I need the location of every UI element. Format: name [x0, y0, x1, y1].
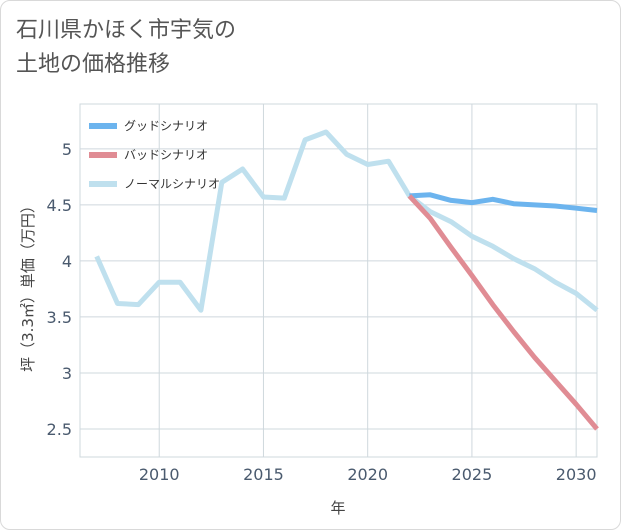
x-tick-label: 2015 [243, 465, 284, 484]
chart-title-line-1: 石川県かほく市宇気の [16, 18, 237, 43]
chart-title: 石川県かほく市宇気の 土地の価格推移 [16, 14, 436, 82]
y-tick-label: 5 [62, 140, 72, 159]
x-axis-title: 年 [330, 499, 345, 517]
legend-label-0: グッドシナリオ [124, 119, 208, 133]
y-tick-label: 3 [62, 364, 72, 383]
chart-title-line-2: 土地の価格推移 [16, 52, 171, 77]
series-group [94, 129, 599, 431]
x-tick-label: 2020 [347, 465, 388, 484]
legend-label-1: バッドシナリオ [124, 148, 208, 162]
series-line-1 [407, 194, 599, 431]
y-axis-ticks: 2.5 3 3.5 4 4.5 5 [47, 140, 72, 439]
y-tick-label: 4 [62, 252, 72, 271]
x-axis-ticks: 2010 2015 2020 2025 2030 [139, 465, 597, 484]
series-line-2 [94, 129, 599, 313]
series-line-0 [409, 192, 598, 213]
y-tick-label: 4.5 [47, 196, 72, 215]
legend-label-2: ノーマルシナリオ [124, 177, 220, 191]
x-tick-label: 2030 [556, 465, 597, 484]
x-tick-label: 2010 [139, 465, 180, 484]
y-tick-label: 2.5 [47, 420, 72, 439]
x-tick-label: 2025 [452, 465, 493, 484]
y-axis-title: 坪（3.3㎡）単価（万円） [19, 198, 37, 372]
y-tick-label: 3.5 [47, 308, 72, 327]
